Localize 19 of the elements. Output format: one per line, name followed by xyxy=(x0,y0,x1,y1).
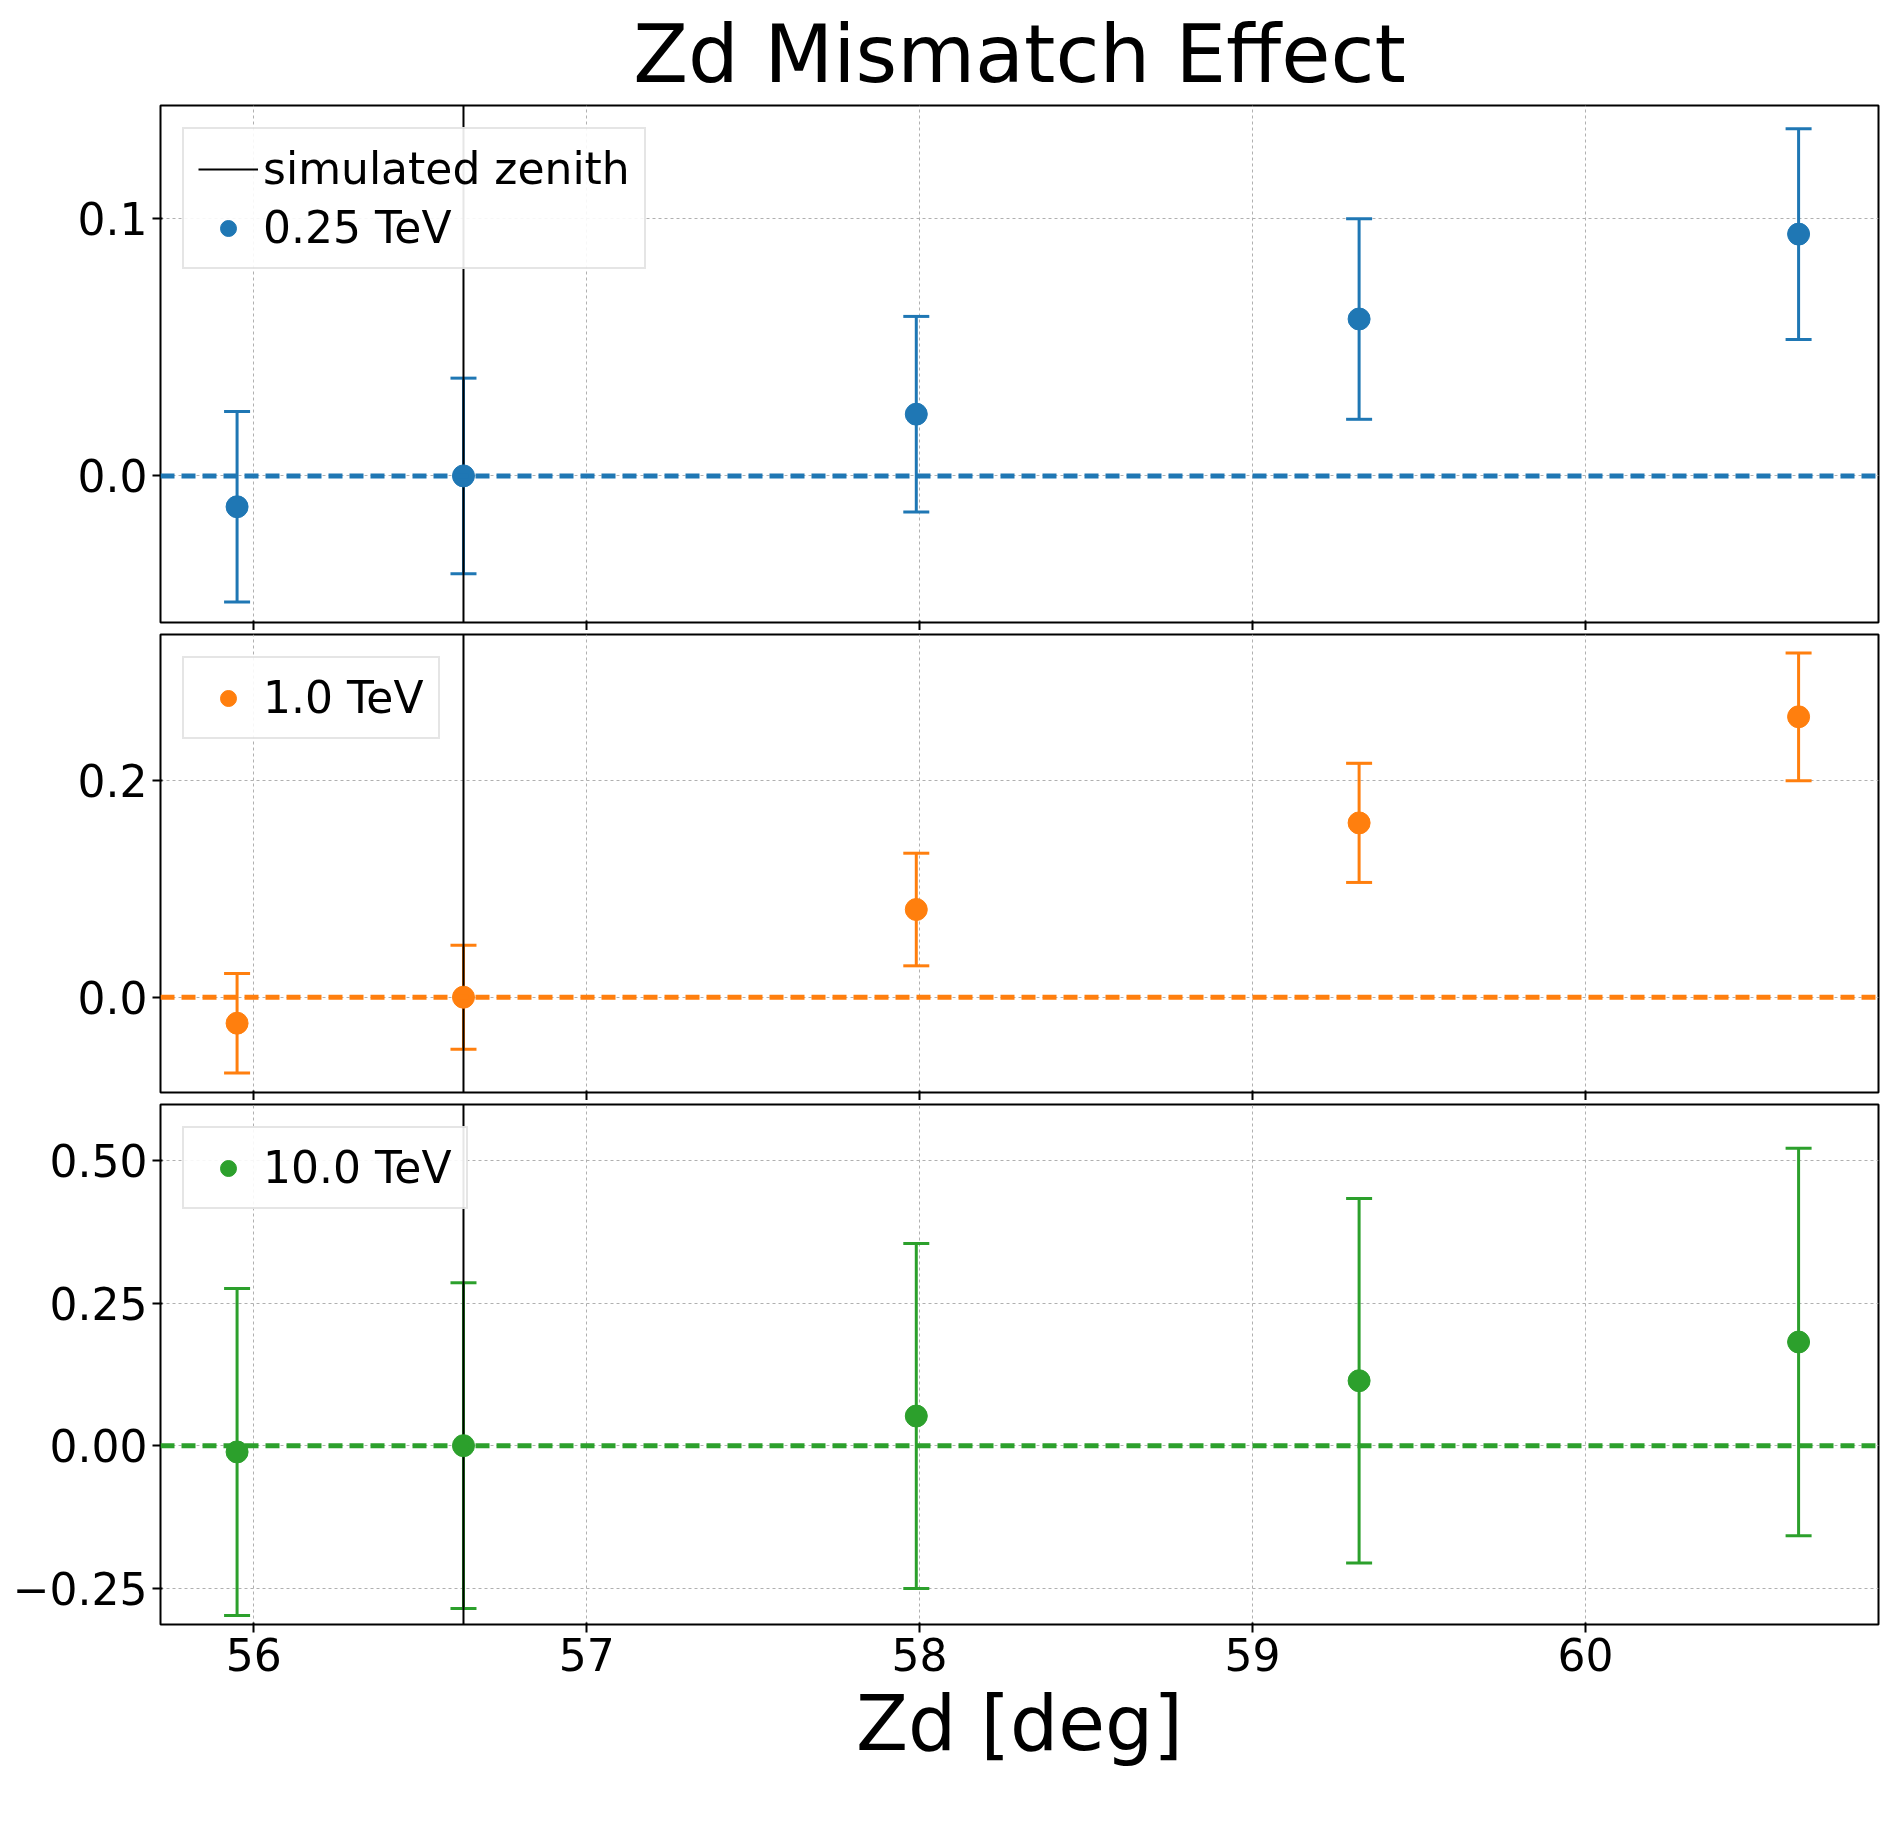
y-tick-label: 0.0 xyxy=(77,451,148,503)
legend-label: 10.0 TeV xyxy=(263,1142,452,1193)
x-tick-label: 60 xyxy=(1557,1629,1614,1681)
x-axis-title: Zd [deg] xyxy=(856,1678,1184,1768)
y-tick-label: 0.00 xyxy=(49,1421,148,1473)
x-tick-label: 58 xyxy=(891,1629,948,1681)
chart-title: Zd Mismatch Effect xyxy=(633,7,1406,101)
y-tick-label: 0.25 xyxy=(49,1278,148,1330)
y-tick-label: 0.1 xyxy=(77,194,148,246)
x-tick-label: 57 xyxy=(558,1629,615,1681)
y-tick-label: 0.0 xyxy=(77,972,148,1024)
y-tick-label: 0.2 xyxy=(77,756,148,808)
x-tick-label: 56 xyxy=(225,1629,282,1681)
y-tick-label: 0.50 xyxy=(49,1136,148,1188)
y-tick-label: −0.25 xyxy=(12,1563,148,1615)
legend-label: 0.25 TeV xyxy=(263,202,452,253)
x-tick-label: 59 xyxy=(1224,1629,1281,1681)
legend-label: 1.0 TeV xyxy=(263,672,424,723)
ref-line-label: simulated zenith xyxy=(263,143,630,194)
